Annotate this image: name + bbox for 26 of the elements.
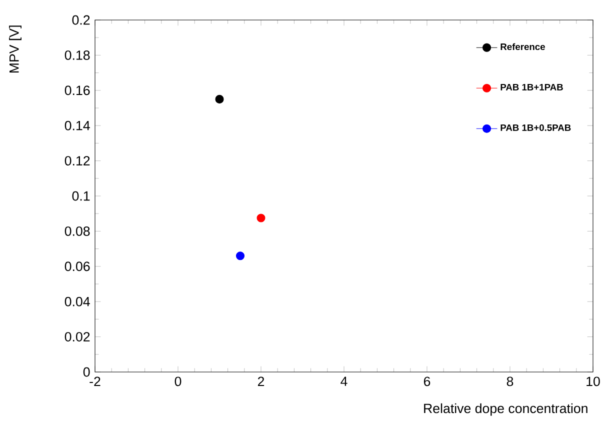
x-tick-label: 0 bbox=[174, 376, 182, 386]
x-tick-label: 10 bbox=[586, 376, 600, 386]
y-tick-label: 0.1 bbox=[72, 191, 90, 201]
legend-label: PAB 1B+1PAB bbox=[500, 84, 563, 90]
y-tick-label: 0.08 bbox=[64, 226, 90, 236]
point bbox=[215, 94, 224, 104]
y-tick-label: 0.2 bbox=[72, 15, 90, 25]
y-tick-label: 0.14 bbox=[64, 120, 90, 130]
x-tick-label: 6 bbox=[424, 376, 430, 386]
point bbox=[236, 252, 245, 260]
x-tick-label: 4 bbox=[340, 376, 348, 386]
y-axis-title: MPV [V] bbox=[9, 26, 22, 73]
point bbox=[256, 214, 266, 222]
y-tick-label: 0 bbox=[83, 367, 90, 377]
y-tick-label: 0.02 bbox=[64, 332, 90, 342]
y-tick-label: 0.16 bbox=[64, 86, 90, 96]
legend-label: PAB 1B+0.5PAB bbox=[500, 124, 571, 131]
y-tick-label: 0.18 bbox=[64, 50, 90, 60]
x-axis-title: Relative dope concentration bbox=[424, 403, 588, 416]
x-tick-label: -2 bbox=[90, 376, 100, 386]
y-tick-label: 0.06 bbox=[64, 262, 90, 272]
y-tick-label: 0.04 bbox=[64, 296, 90, 306]
x-tick-label: 8 bbox=[506, 376, 514, 386]
x-tick-label: 2 bbox=[258, 376, 264, 386]
legend-label: Reference bbox=[500, 43, 545, 50]
y-tick-label: 0.12 bbox=[64, 156, 90, 166]
